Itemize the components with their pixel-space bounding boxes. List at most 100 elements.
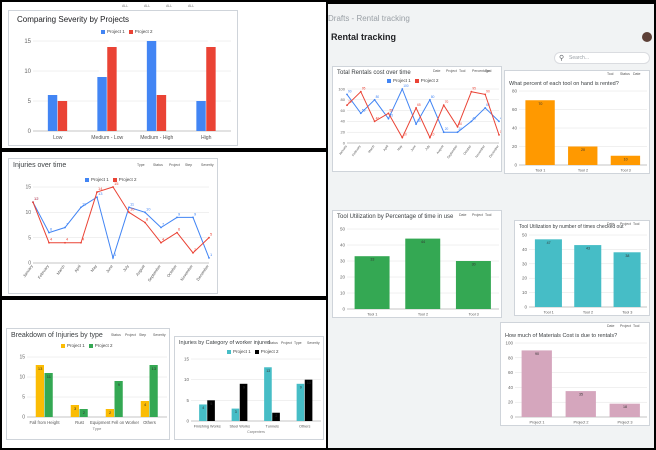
data-label: 80 [431, 95, 435, 99]
data-label: 5 [210, 402, 212, 406]
injuries-time-panel: Injuries over time Type Status Project S… [2, 152, 326, 296]
x-tick-label: November [474, 144, 486, 159]
filter-tool[interactable]: Tool [485, 213, 492, 217]
x-tick-label: Rust [75, 420, 85, 425]
filter-tool[interactable]: Tool [633, 222, 640, 226]
y-tick-label: 100 [505, 341, 513, 346]
filter-tool[interactable]: Tool [633, 324, 640, 328]
bar [140, 401, 149, 417]
data-point [415, 107, 417, 109]
filter-project[interactable]: Project [620, 222, 631, 226]
data-point [208, 236, 210, 239]
data-point [470, 90, 473, 93]
x-tick-label: Tool 3 [469, 313, 479, 317]
bar [613, 252, 641, 307]
data-point [32, 201, 34, 204]
y-tick-label: 20 [341, 130, 346, 135]
data-point [208, 257, 210, 259]
filter-project[interactable]: Project [125, 333, 136, 337]
x-axis-label: Carpenters [247, 430, 265, 434]
bar [107, 47, 117, 131]
filter-project[interactable]: Project [472, 213, 483, 217]
chart-legend: Project 1 Project 2 [223, 349, 279, 354]
x-tick-label: Project 2 [573, 421, 588, 425]
filter-severity[interactable]: Severity [307, 341, 320, 345]
bar [114, 381, 123, 417]
y-tick-label: 10 [184, 377, 190, 382]
search-input[interactable]: Search... [569, 55, 590, 61]
filter-tag[interactable]: ALL [122, 4, 129, 8]
filter-tool[interactable]: Tool [485, 69, 492, 73]
filter-status[interactable]: Status [111, 333, 121, 337]
filter-project[interactable]: Project [169, 163, 180, 167]
bar [79, 409, 88, 417]
filter-type[interactable]: Type [137, 163, 145, 167]
x-tick-label: October [462, 144, 472, 156]
chart-title: Total Rentals cost over time [337, 70, 411, 76]
data-label: 13 [98, 191, 103, 196]
x-tick-label: December [488, 144, 500, 159]
data-label: 2 [109, 410, 112, 415]
filter-status[interactable]: Status [268, 341, 278, 345]
filter-step[interactable]: Step [139, 333, 147, 337]
x-tick-label: High [201, 135, 212, 141]
x-tick-label: September [446, 144, 459, 160]
filter-tool[interactable]: Tool [459, 69, 466, 73]
legend-label: Project 2 [134, 29, 153, 34]
filter-date[interactable]: Date [433, 69, 441, 73]
y-tick-label: 0 [343, 140, 346, 145]
y-tick-label: 50 [522, 233, 528, 238]
injuries-breakdown-panel: Breakdown of Injuries by type Status Pro… [2, 300, 326, 448]
filter-status[interactable]: Status [153, 163, 163, 167]
filter-type[interactable]: Type [294, 341, 302, 345]
bar [44, 373, 53, 417]
filter-date[interactable]: Date [607, 324, 615, 328]
filter-tag[interactable]: ALL [188, 4, 195, 8]
filter-project[interactable]: Project [620, 324, 631, 328]
filter-tool[interactable]: Tool [607, 72, 614, 76]
data-label: 14 [98, 186, 103, 191]
filter-severity[interactable]: Severity [153, 333, 166, 337]
filter-severity[interactable]: Severity [201, 163, 214, 167]
filter-date[interactable]: Date [607, 222, 615, 226]
x-tick-label: Tool 1 [367, 313, 377, 317]
filter-project[interactable]: Project [281, 341, 292, 345]
filter-row: Tool Status Date [607, 72, 645, 76]
bar [196, 101, 206, 131]
x-tick-label: February [351, 144, 362, 157]
bar [206, 47, 216, 131]
series-line [346, 90, 500, 139]
filter-status[interactable]: Status [620, 72, 630, 76]
y-tick-label: 20 [340, 275, 346, 280]
data-point [484, 93, 487, 96]
filter-date[interactable]: Date [459, 213, 467, 217]
data-label: 90 [535, 352, 539, 356]
filter-percentage[interactable]: Percentage [472, 69, 490, 73]
series-line [346, 87, 500, 133]
filter-project[interactable]: Project [446, 69, 457, 73]
data-point [498, 134, 500, 136]
materials-bar-chart: 0 20 40 60 80 100 90 Project 1 35 Project 2 18 Proj… [505, 341, 647, 425]
filter-tag[interactable]: ALL [166, 4, 173, 8]
data-label: 95 [362, 87, 366, 91]
data-label-bg [98, 69, 106, 77]
x-tick-label: April [382, 144, 389, 152]
filter-tag[interactable]: ALL [144, 4, 151, 8]
y-tick-label: 0 [28, 261, 31, 267]
avatar[interactable] [642, 32, 652, 42]
y-tick-label: 15 [25, 185, 31, 191]
bar [272, 412, 280, 421]
data-point [456, 125, 459, 128]
legend-label: Project 1 [107, 29, 125, 34]
x-tick-label: April [73, 264, 82, 274]
filter-date[interactable]: Date [633, 72, 641, 76]
x-tick-label: Medium - High [140, 135, 173, 141]
data-label: 10 [431, 133, 435, 137]
util-count-card: Tool Utilization by number of times chec… [514, 220, 650, 316]
data-label-bg [158, 87, 166, 95]
data-point [80, 241, 82, 244]
filter-step[interactable]: Step [185, 163, 193, 167]
x-tick-label: Medium - Low [91, 135, 123, 141]
search-box[interactable]: ⚲ Search... [554, 52, 650, 64]
data-point [96, 196, 98, 199]
